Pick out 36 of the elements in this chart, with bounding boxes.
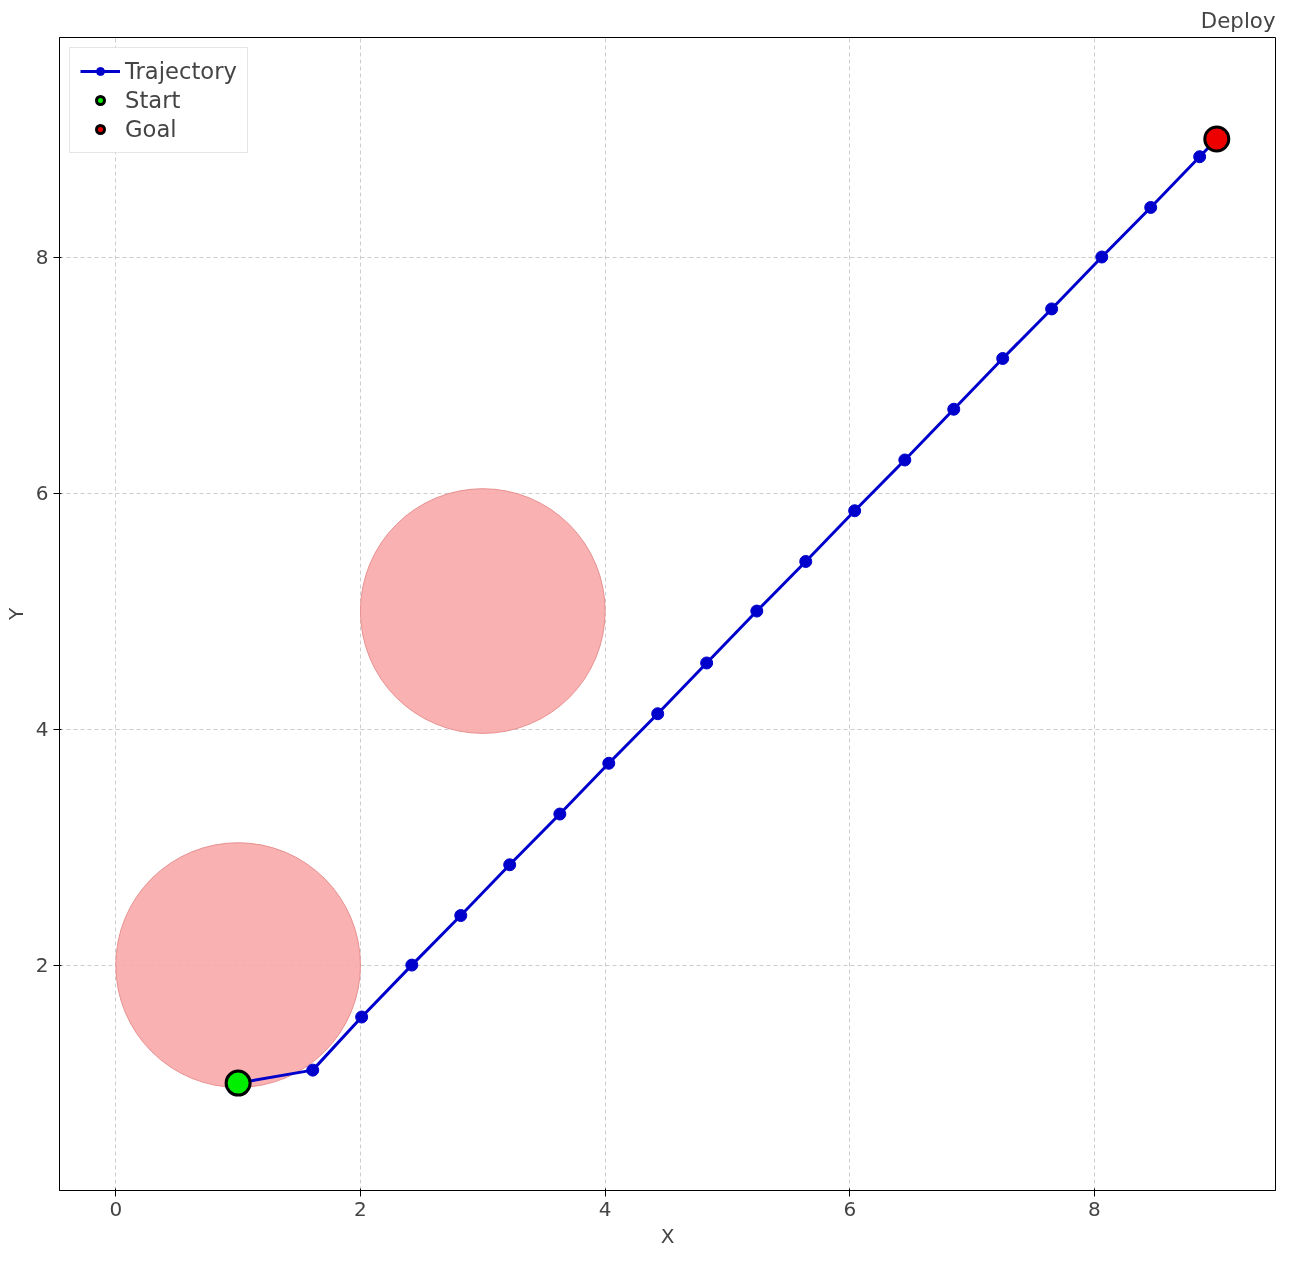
- point: [503, 858, 517, 872]
- legend-label: Goal: [125, 116, 177, 142]
- point: [405, 958, 419, 972]
- point: [1095, 250, 1109, 264]
- y-tick-label: 2: [35, 953, 49, 978]
- point: [355, 1010, 369, 1024]
- x-tick-label: 0: [109, 1196, 123, 1221]
- point: [700, 656, 714, 670]
- text: Deploy: [1200, 7, 1276, 33]
- point: [947, 402, 961, 416]
- point: [750, 604, 764, 618]
- point: [1045, 302, 1059, 316]
- x-axis-title: X: [660, 1223, 675, 1248]
- x-tick-label: 2: [354, 1196, 367, 1221]
- y-axis-title: Y: [3, 607, 28, 622]
- point: [454, 909, 468, 923]
- point: [1193, 150, 1207, 164]
- point: [553, 807, 567, 821]
- point: [799, 555, 813, 568]
- point: [602, 756, 616, 770]
- point: [306, 1063, 320, 1077]
- x-tick-label: 4: [598, 1196, 612, 1221]
- point: [848, 504, 862, 518]
- point: [1203, 125, 1231, 153]
- y-tick-label: 8: [35, 245, 49, 270]
- y-tick-label: 6: [35, 481, 49, 506]
- point: [651, 707, 665, 721]
- point: [224, 1069, 252, 1097]
- point: [1144, 200, 1158, 214]
- point: [898, 453, 912, 467]
- x-tick-label: 8: [1088, 1196, 1101, 1221]
- legend-label: Start: [125, 87, 181, 113]
- point: [996, 352, 1010, 365]
- legend-label: Trajectory: [125, 58, 237, 84]
- y-tick-label: 4: [35, 717, 49, 742]
- x-tick-label: 6: [843, 1196, 857, 1221]
